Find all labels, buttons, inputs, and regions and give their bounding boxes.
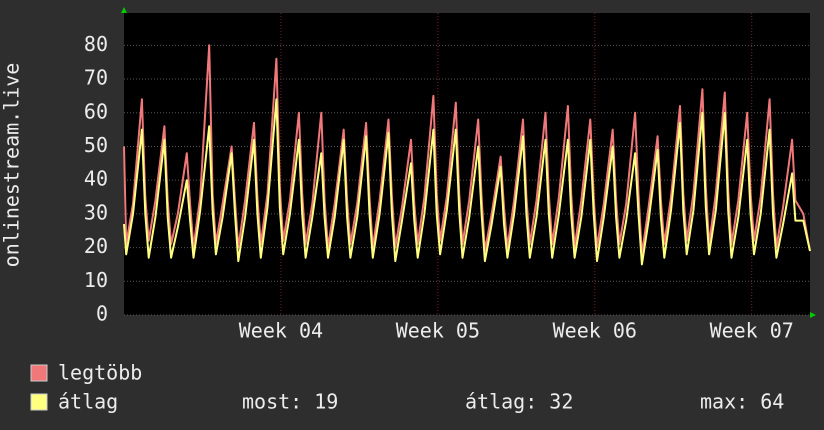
x-tick-label: Week 07: [710, 319, 794, 343]
y-axis-label: onlinestream.live: [0, 63, 24, 268]
legend-swatch: [30, 393, 48, 411]
legend-label: legtöbb: [58, 361, 142, 385]
plot-area: [124, 13, 810, 315]
y-tick-label: 20: [84, 234, 108, 258]
series-line: [123, 98, 811, 266]
legend-swatch: [30, 364, 48, 382]
y-tick-label: 70: [84, 66, 108, 90]
axis-arrow: [810, 312, 816, 318]
y-tick-label: 40: [84, 167, 108, 191]
stat: max: 64: [700, 390, 784, 414]
y-tick-label: 80: [84, 32, 108, 56]
y-tick-label: 50: [84, 133, 108, 157]
x-tick-label: Week 06: [553, 319, 637, 343]
axis-arrow: [121, 7, 127, 13]
y-tick-label: 10: [84, 268, 108, 292]
y-tick-label: 30: [84, 200, 108, 224]
stat: most: 19: [242, 390, 338, 414]
y-tick-label: 60: [84, 99, 108, 123]
stat: átlag: 32: [465, 390, 573, 414]
x-tick-label: Week 04: [239, 319, 323, 343]
y-tick-label: 0: [96, 302, 108, 326]
legend-label: átlag: [58, 390, 118, 414]
x-tick-label: Week 05: [396, 319, 480, 343]
